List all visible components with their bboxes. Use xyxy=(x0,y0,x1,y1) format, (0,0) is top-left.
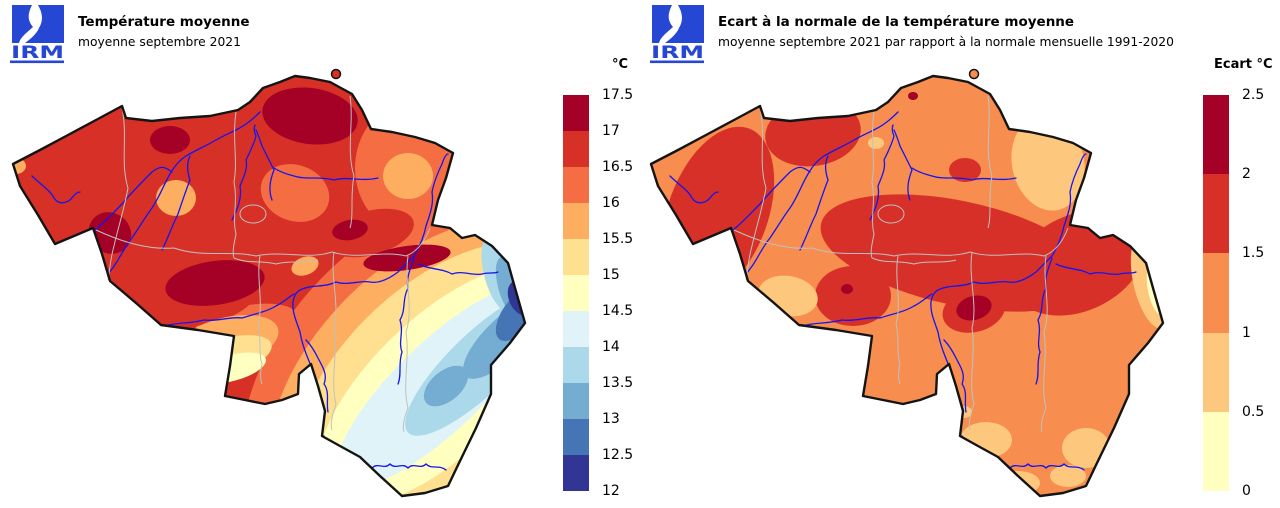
colorbar-segment xyxy=(563,311,589,347)
irm-logo: IRM xyxy=(650,5,706,65)
colorbar-segment xyxy=(563,455,589,491)
colorbar-segment xyxy=(563,95,589,131)
colorbar-segment xyxy=(1203,95,1229,175)
colorbar-segment xyxy=(563,275,589,311)
irm-logo-text: IRM xyxy=(651,43,704,63)
colorbar-gradient xyxy=(1203,95,1229,491)
irm-logo: IRM xyxy=(10,5,66,65)
page-subtitle: moyenne septembre 2021 par rapport à la … xyxy=(718,35,1174,49)
irm-logo-icon: IRM xyxy=(10,5,64,64)
colorbar-segment xyxy=(563,347,589,383)
colorbar-tick-label: 17 xyxy=(602,123,620,139)
colorbar-segment xyxy=(563,383,589,419)
colorbar-segment xyxy=(1203,174,1229,254)
colorbar-segment xyxy=(563,131,589,167)
colorbar-temperature: 17.5 17 16.5 16 15.5 15 14.5 14 13.5 13 12.5 12 xyxy=(563,87,643,499)
belgium-map-anomaly xyxy=(649,68,1165,498)
colorbar-tick-label: 0.5 xyxy=(1242,403,1265,420)
anomaly-panel-header: Ecart à la normale de la température moy… xyxy=(718,14,1174,49)
colorbar-segment xyxy=(1203,253,1229,333)
colorbar-tick-label: 14.5 xyxy=(602,303,634,319)
colorbar-segment xyxy=(1203,411,1229,491)
baarle-enclave xyxy=(968,68,980,80)
colorbar-segment xyxy=(563,239,589,275)
colorbar-tick-label: 15 xyxy=(602,267,620,283)
colorbar-ticks: 17.5 17 16.5 16 15.5 15 14.5 14 13.5 13 12.5 12 xyxy=(602,87,642,499)
colorbar-ticks: 2.5 2 1.5 1 0.5 0 xyxy=(1242,87,1280,499)
colorbar-tick-label: 1.5 xyxy=(1242,245,1265,262)
colorbar-tick-label: 1 xyxy=(1242,324,1251,341)
page-title: Ecart à la normale de la température moy… xyxy=(718,14,1075,30)
colorbar-unit-label: °C xyxy=(612,57,629,72)
colorbar-tick-label: 2.5 xyxy=(1242,87,1265,103)
colorbar-segment xyxy=(1203,332,1229,412)
temperature-panel-header: Température moyenne moyenne septembre 20… xyxy=(78,14,249,49)
colorbar-tick-label: 15.5 xyxy=(602,231,634,247)
colorbar-tick-label: 16.5 xyxy=(602,159,634,175)
irm-logo-icon: IRM xyxy=(650,5,704,64)
irm-logo-text: IRM xyxy=(11,43,64,63)
colorbar-tick-label: 13.5 xyxy=(602,375,634,391)
colorbar-tick-label: 0 xyxy=(1242,483,1251,499)
colorbar-segment xyxy=(563,167,589,203)
belgium-map-temperature xyxy=(11,68,527,498)
colorbar-tick-label: 13 xyxy=(602,411,620,427)
colorbar-tick-label: 16 xyxy=(602,195,620,211)
colorbar-tick-label: 2 xyxy=(1242,166,1251,183)
colorbar-tick-label: 12.5 xyxy=(602,447,634,463)
colorbar-tick-label: 12 xyxy=(602,483,620,499)
colorbar-segment xyxy=(563,203,589,239)
page-subtitle: moyenne septembre 2021 xyxy=(78,35,241,49)
colorbar-segment xyxy=(563,419,589,455)
baarle-enclave xyxy=(330,68,342,80)
colorbar-tick-label: 14 xyxy=(602,339,620,355)
colorbar-tick-label: 17.5 xyxy=(602,87,634,103)
page-title: Température moyenne xyxy=(78,14,250,30)
colorbar-unit-label: Ecart °C xyxy=(1214,57,1273,72)
colorbar-anomaly: 2.5 2 1.5 1 0.5 0 xyxy=(1203,87,1280,499)
colorbar-gradient xyxy=(563,95,589,491)
